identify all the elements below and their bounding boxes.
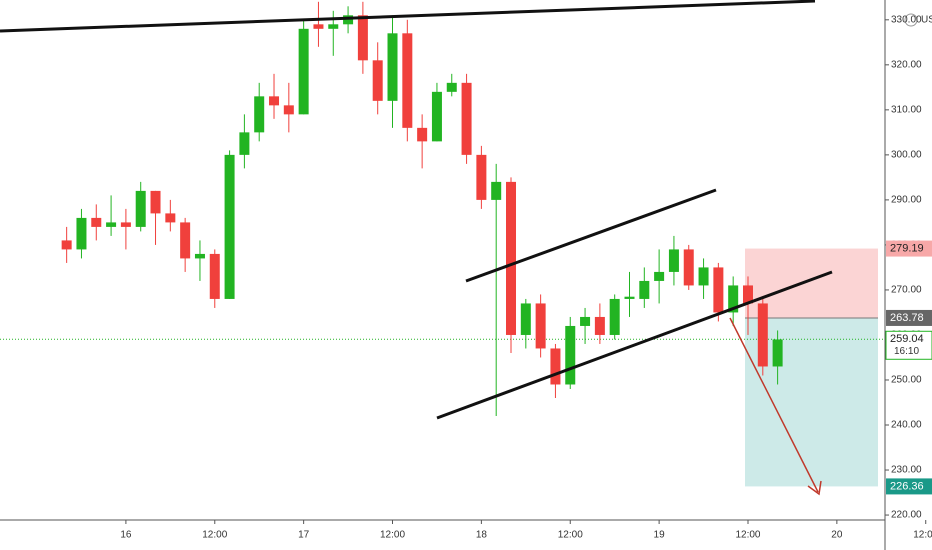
projection-arrow [729, 317, 819, 493]
candle-body [298, 28, 309, 115]
candle-body [535, 303, 546, 349]
candle-body [91, 217, 102, 227]
candle-body [742, 285, 753, 304]
last-price-label: 259.04 [890, 333, 924, 345]
candle-body [624, 296, 635, 299]
candle-body [520, 303, 531, 335]
candle-body [357, 15, 368, 61]
stop-label: 279.19 [890, 242, 924, 254]
entry-label: 263.78 [890, 312, 924, 324]
x-tick-label: 19 [654, 530, 666, 541]
candle-body [431, 91, 442, 142]
candle-body [76, 217, 87, 250]
candle-body [254, 96, 265, 133]
x-tick-label: 12:00 [913, 530, 932, 541]
x-tick-label: 12:00 [735, 530, 760, 541]
candle-body [446, 82, 457, 92]
candle-body [728, 285, 739, 313]
x-tick-label: 12:00 [380, 530, 405, 541]
candle-body [417, 127, 428, 142]
x-tick-label: 17 [298, 530, 310, 541]
x-tick-label: 20 [831, 530, 843, 541]
y-tick-label: 310.00 [891, 104, 922, 115]
y-tick-label: 330.00 [891, 14, 922, 25]
trend-line [0, 0, 816, 33]
candle-body [772, 339, 783, 367]
candle-body [491, 181, 502, 200]
arrow-head [807, 480, 822, 496]
candle-body [639, 280, 650, 299]
candle-body [654, 271, 665, 281]
candle-body [120, 222, 131, 227]
channel-lower [436, 270, 833, 420]
target-label-bg [886, 478, 932, 495]
currency-icon [904, 13, 918, 27]
candle-body [757, 303, 768, 367]
candle-body [224, 154, 235, 299]
last-price-border [885, 330, 932, 360]
candle-body [565, 325, 576, 385]
candle-body [328, 24, 339, 29]
candle-body [594, 316, 605, 335]
candle-body [239, 132, 250, 155]
candle-body [269, 96, 280, 106]
entry-label-bg [886, 309, 932, 326]
last-price-label-bg [886, 331, 932, 360]
x-tick-label: 12:00 [202, 530, 227, 541]
stop-label-bg [886, 240, 932, 257]
candle-body [150, 190, 161, 214]
target-label: 226.36 [890, 480, 924, 492]
candle-body [713, 267, 724, 313]
candle-body [668, 249, 679, 272]
candle-body [372, 60, 383, 101]
candle-body [387, 33, 398, 101]
drawings [0, 0, 833, 496]
candle-body [313, 24, 324, 29]
currency: USD [921, 15, 932, 26]
y-tick-label: 230.00 [891, 465, 922, 476]
candle-body [580, 316, 591, 326]
y-tick-label: 270.00 [891, 285, 922, 296]
candle-body [698, 267, 709, 286]
candle-body [61, 240, 72, 250]
y-tick-label: 320.00 [891, 59, 922, 70]
channel-upper [465, 188, 717, 283]
candle-body [683, 249, 694, 286]
y-tick-label: 250.00 [891, 375, 922, 386]
x-tick-label: 18 [476, 530, 488, 541]
candle-body [106, 222, 117, 227]
x-tick-label: 16 [120, 530, 132, 541]
candle-body [209, 253, 220, 299]
countdown: 16:10 [894, 346, 919, 357]
candle-body [283, 105, 294, 115]
x-tick-label: 12:00 [558, 530, 583, 541]
candle-body [506, 181, 517, 335]
candle-body [609, 298, 620, 335]
candle-body [165, 213, 176, 223]
candle-body [461, 82, 472, 155]
candle-body [180, 222, 191, 259]
candle-body [343, 15, 354, 25]
candle-body [135, 190, 146, 227]
candle-body [194, 253, 205, 259]
candle-body [550, 348, 561, 385]
y-tick-label: 290.00 [891, 195, 922, 206]
y-tick-label: 220.00 [891, 510, 922, 521]
candle-body [476, 154, 487, 200]
candle-body [402, 33, 413, 128]
y-tick-label: 300.00 [891, 150, 922, 161]
y-tick-label: 240.00 [891, 420, 922, 431]
